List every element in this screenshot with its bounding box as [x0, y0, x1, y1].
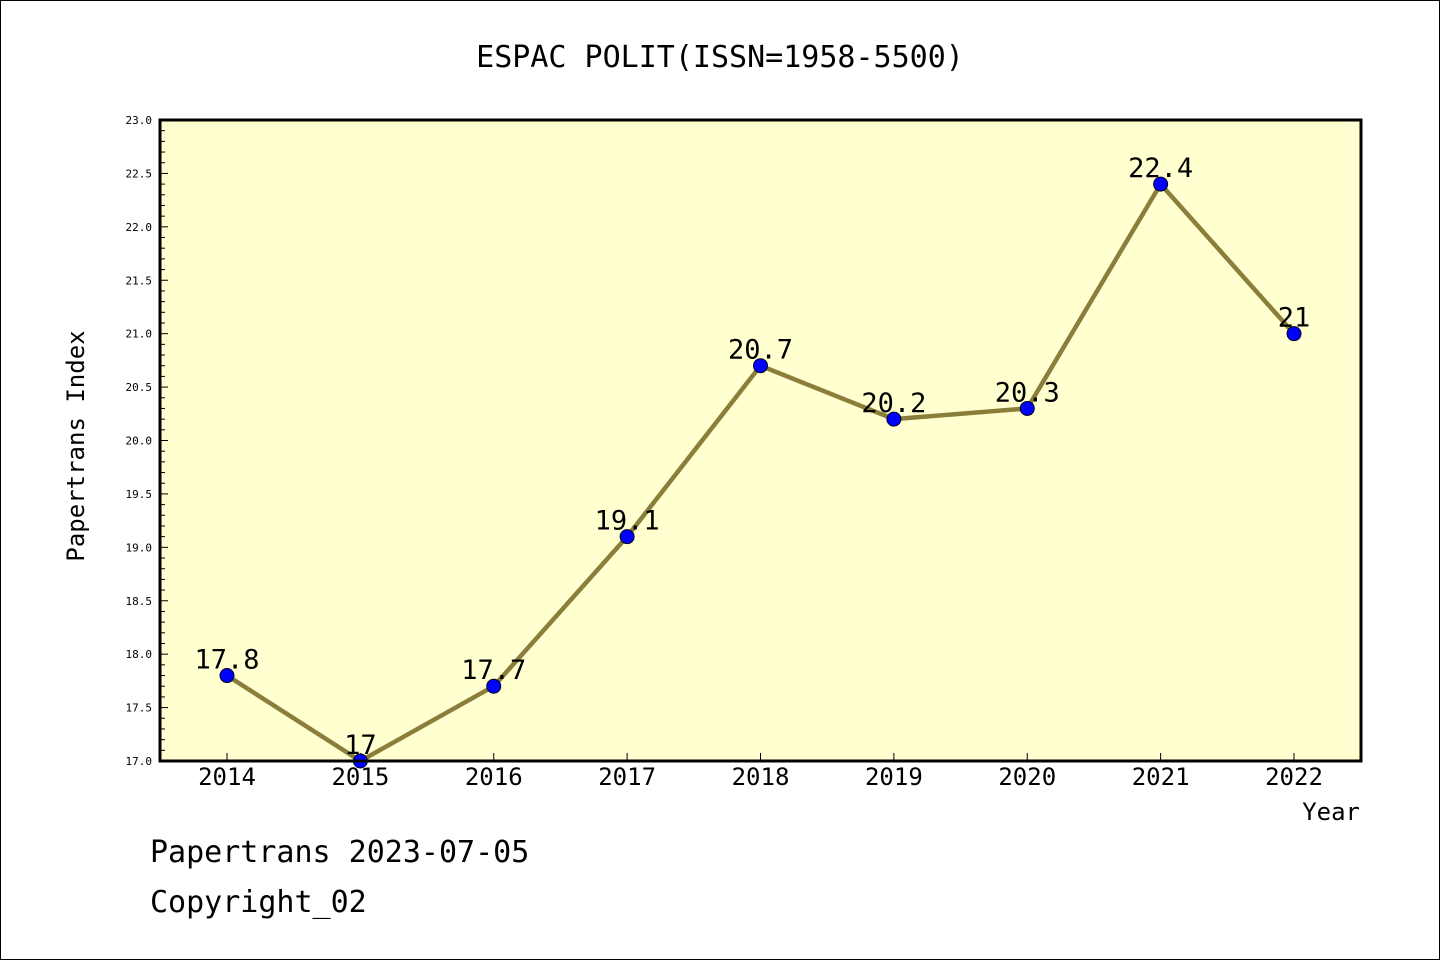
chart-title: ESPAC POLIT(ISSN=1958-5500)	[476, 40, 964, 75]
x-tick-label: 2018	[732, 763, 790, 791]
x-axis: 2014 2015 2016 2017 2018 2019 2020 2021 2022	[198, 753, 1323, 791]
data-label: 17.7	[461, 655, 526, 686]
data-label: 20.7	[728, 335, 793, 366]
y-axis: 17.0 17.5 18.0 18.5 19.0 19.5 20.0 20.5 21.0 21.5…	[126, 114, 168, 768]
data-point	[1286, 326, 1302, 342]
y-axis-label: Papertrans Index	[62, 330, 90, 561]
data-point	[886, 411, 902, 427]
y-tick-label: 17.0	[126, 755, 153, 768]
plot-border	[158, 118, 1363, 763]
data-label: 20.3	[995, 377, 1060, 408]
y-tick-label: 23.0	[126, 114, 153, 127]
y-tick-label: 22.5	[126, 167, 153, 180]
data-point	[753, 358, 768, 374]
x-tick-label: 2022	[1265, 763, 1323, 791]
x-tick-label: 2016	[465, 763, 523, 791]
data-label: 22.4	[1128, 153, 1193, 184]
y-tick-label: 17.5	[126, 702, 153, 715]
data-label: 17	[344, 730, 377, 761]
data-points	[219, 176, 1302, 769]
x-axis-label: Year	[1302, 798, 1360, 826]
plot-area	[160, 120, 1361, 761]
y-tick-label: 19.0	[126, 541, 153, 554]
data-point	[619, 529, 635, 545]
y-tick-label: 18.5	[126, 595, 153, 608]
x-tick-label: 2014	[198, 763, 256, 791]
x-tick-label: 2017	[598, 763, 656, 791]
data-point	[486, 678, 502, 694]
data-labels: 17.8 17 17.7 19.1 20.7 20.2 20.3 22.4 21	[194, 153, 1310, 761]
y-tick-label: 20.5	[126, 381, 153, 394]
y-tick-label: 19.5	[126, 488, 153, 501]
y-tick-label: 21.0	[126, 328, 153, 341]
y-tick-label: 21.5	[126, 274, 153, 287]
y-tick-label: 20.0	[126, 435, 153, 448]
x-tick-label: 2020	[998, 763, 1056, 791]
data-point	[1153, 176, 1169, 192]
footer-copyright: Copyright_02	[150, 885, 367, 920]
data-point	[1019, 400, 1035, 416]
x-tick-label: 2021	[1132, 763, 1190, 791]
x-tick-label: 2019	[865, 763, 923, 791]
y-tick-label: 22.0	[126, 221, 153, 234]
data-label: 21	[1278, 303, 1311, 334]
data-point	[219, 668, 235, 684]
data-label: 20.2	[861, 388, 926, 419]
data-label: 17.8	[194, 645, 259, 676]
y-tick-label: 18.0	[126, 648, 153, 661]
data-label: 19.1	[595, 506, 660, 537]
footer-date: Papertrans 2023-07-05	[150, 835, 530, 870]
